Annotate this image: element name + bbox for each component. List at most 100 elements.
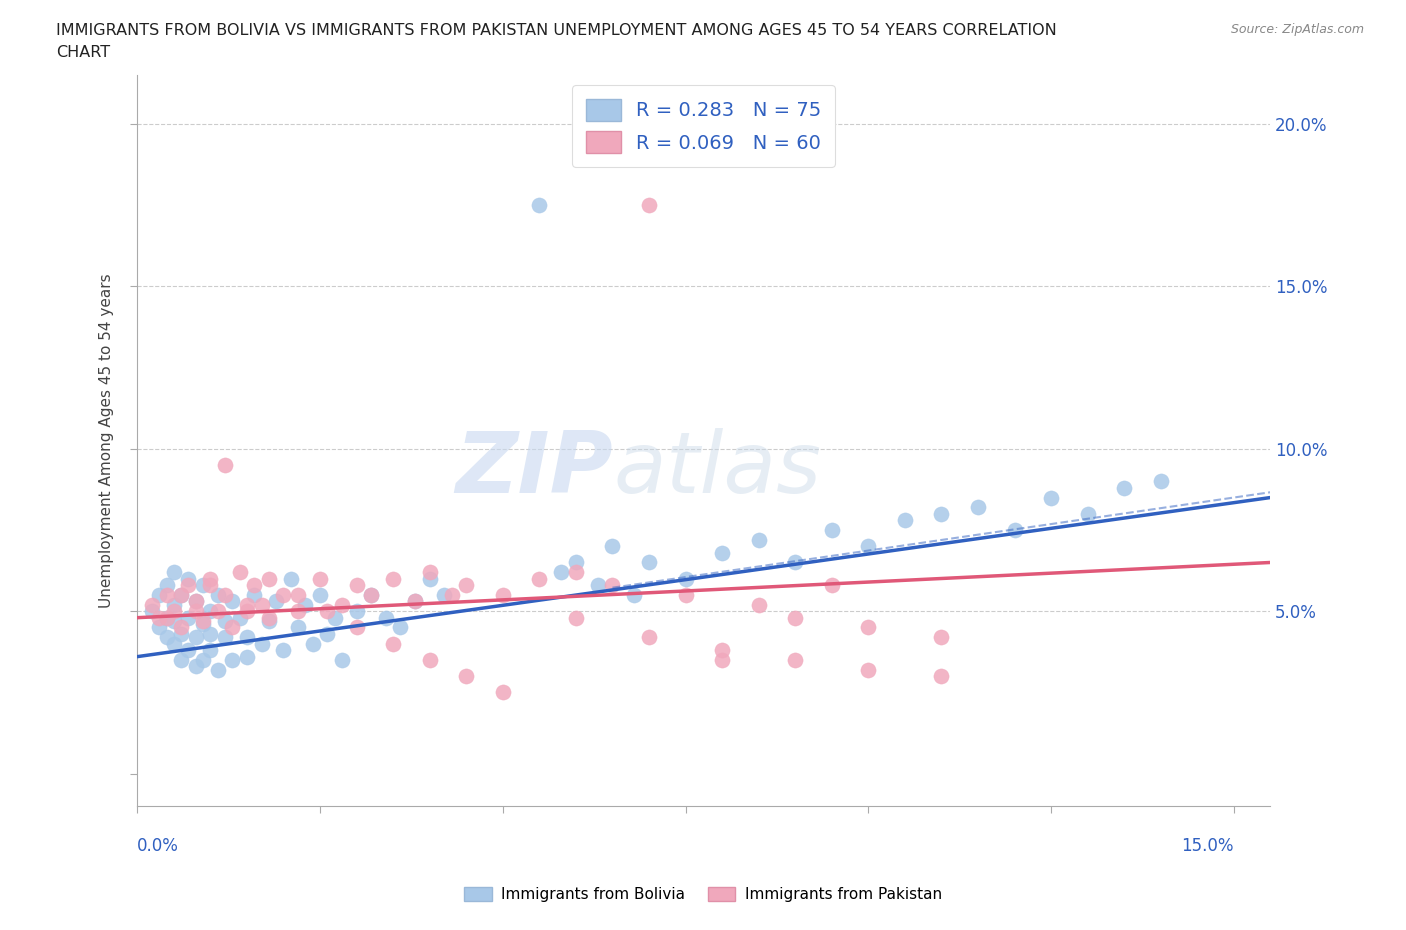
Point: [200, 578, 222, 592]
Point: [1150, 474, 1173, 489]
Point: [931, 669, 953, 684]
Legend: R = 0.283   N = 75, R = 0.069   N = 60: R = 0.283 N = 75, R = 0.069 N = 60: [572, 86, 835, 167]
Point: [711, 643, 734, 658]
Point: [236, 597, 259, 612]
Point: [214, 630, 236, 644]
Point: [287, 588, 309, 603]
Point: [207, 588, 229, 603]
Point: [602, 578, 624, 592]
Point: [148, 588, 170, 603]
Point: [301, 636, 323, 651]
Point: [638, 555, 661, 570]
Point: [858, 662, 880, 677]
Point: [638, 630, 661, 644]
Point: [330, 597, 353, 612]
Point: [200, 643, 222, 658]
Point: [177, 643, 200, 658]
Y-axis label: Unemployment Among Ages 45 to 54 years: Unemployment Among Ages 45 to 54 years: [100, 273, 114, 608]
Point: [492, 684, 515, 699]
Point: [456, 578, 478, 592]
Point: [200, 571, 222, 586]
Point: [236, 604, 259, 618]
Point: [273, 588, 295, 603]
Point: [280, 571, 302, 586]
Point: [243, 588, 266, 603]
Point: [155, 630, 177, 644]
Point: [1004, 523, 1026, 538]
Point: [170, 588, 193, 603]
Point: [360, 588, 382, 603]
Point: [894, 512, 917, 527]
Point: [257, 571, 280, 586]
Point: [243, 578, 266, 592]
Point: [748, 532, 770, 547]
Point: [228, 610, 250, 625]
Point: [170, 627, 193, 642]
Point: [273, 643, 295, 658]
Point: [967, 499, 990, 514]
Point: [346, 604, 368, 618]
Point: [257, 614, 280, 629]
Point: [346, 578, 368, 592]
Point: [221, 594, 243, 609]
Point: [155, 610, 177, 625]
Point: [294, 597, 316, 612]
Point: [141, 597, 163, 612]
Point: [228, 565, 250, 579]
Point: [287, 620, 309, 635]
Point: [287, 604, 309, 618]
Point: [931, 506, 953, 521]
Point: [191, 617, 214, 631]
Point: [821, 523, 844, 538]
Point: [250, 597, 273, 612]
Point: [177, 610, 200, 625]
Point: [785, 653, 807, 668]
Point: [404, 594, 426, 609]
Point: [316, 604, 339, 618]
Text: CHART: CHART: [56, 45, 110, 60]
Point: [858, 620, 880, 635]
Point: [675, 571, 697, 586]
Point: [309, 588, 332, 603]
Point: [638, 198, 661, 213]
Point: [141, 604, 163, 618]
Point: [492, 588, 515, 603]
Point: [264, 594, 287, 609]
Point: [785, 610, 807, 625]
Point: [184, 594, 207, 609]
Point: [163, 565, 186, 579]
Point: [214, 614, 236, 629]
Point: [382, 636, 405, 651]
Point: [529, 198, 551, 213]
Point: [184, 659, 207, 674]
Point: [623, 588, 645, 603]
Text: Source: ZipAtlas.com: Source: ZipAtlas.com: [1230, 23, 1364, 36]
Point: [382, 571, 405, 586]
Point: [360, 588, 382, 603]
Point: [250, 636, 273, 651]
Point: [214, 588, 236, 603]
Point: [177, 571, 200, 586]
Point: [170, 653, 193, 668]
Point: [389, 620, 412, 635]
Point: [155, 588, 177, 603]
Point: [214, 458, 236, 472]
Point: [207, 662, 229, 677]
Point: [323, 610, 346, 625]
Point: [1077, 506, 1099, 521]
Point: [148, 620, 170, 635]
Point: [200, 604, 222, 618]
Point: [565, 565, 588, 579]
Point: [184, 630, 207, 644]
Point: [184, 594, 207, 609]
Text: ZIP: ZIP: [456, 429, 613, 512]
Point: [419, 571, 441, 586]
Point: [821, 578, 844, 592]
Point: [163, 636, 186, 651]
Point: [155, 610, 177, 625]
Point: [858, 538, 880, 553]
Point: [191, 614, 214, 629]
Point: [675, 588, 697, 603]
Point: [221, 653, 243, 668]
Point: [148, 610, 170, 625]
